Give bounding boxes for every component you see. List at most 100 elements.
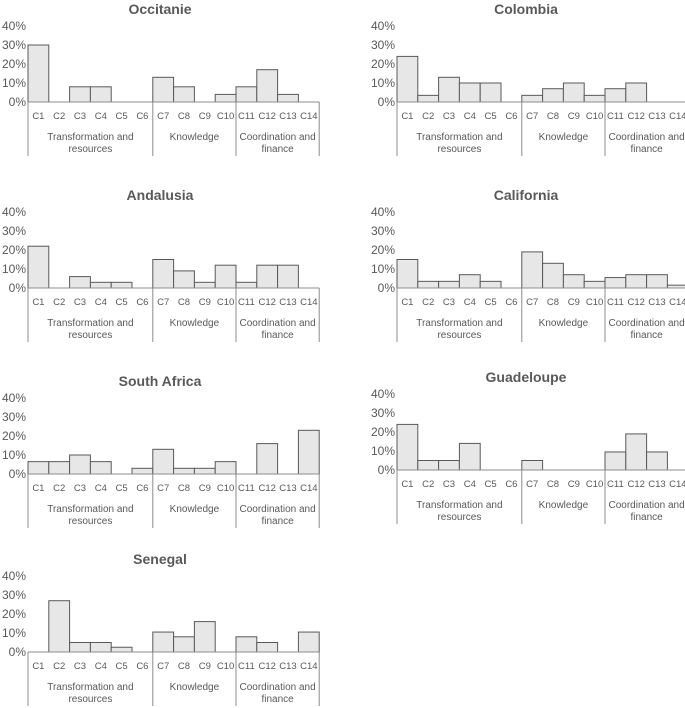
x-tick-label: C9 — [199, 661, 211, 672]
y-tick-label: 0% — [9, 281, 27, 295]
x-tick-label: C8 — [178, 483, 190, 494]
x-tick-label: C13 — [648, 111, 665, 122]
y-tick-label: 40% — [371, 205, 395, 219]
bar-c12 — [625, 433, 648, 471]
group-label: resources — [68, 516, 112, 527]
x-tick-label: C11 — [238, 111, 255, 122]
x-tick-label: C4 — [464, 297, 476, 308]
x-tick-label: C6 — [505, 297, 517, 308]
group-label: Transformation and — [47, 318, 133, 329]
x-tick-label: C13 — [279, 297, 296, 308]
bar-c5 — [479, 280, 502, 289]
chart-title: South Africa — [119, 373, 202, 389]
y-tick-label: 10% — [371, 76, 395, 90]
bar-c2 — [48, 600, 71, 653]
x-tick-label: C2 — [53, 483, 65, 494]
bar-c4 — [89, 86, 112, 103]
bar-c11 — [604, 451, 627, 471]
bar-c3 — [438, 460, 460, 471]
bar-c1 — [27, 44, 50, 103]
bar-c1 — [27, 245, 50, 289]
x-tick-label: C9 — [568, 111, 580, 122]
group-label: resources — [68, 330, 112, 341]
group-label: resources — [437, 330, 481, 341]
bar-c9 — [562, 274, 585, 289]
group-label: Coordination and — [609, 132, 685, 143]
bar-c7 — [152, 448, 175, 475]
bar-c7 — [521, 251, 544, 289]
chart-title: California — [494, 187, 559, 203]
group-label: Transformation and — [47, 682, 133, 693]
x-tick-label: C11 — [607, 479, 624, 490]
x-tick-label: C7 — [157, 111, 169, 122]
x-tick-label: C8 — [178, 297, 190, 308]
bar-c7 — [521, 460, 544, 471]
group-label: Knowledge — [539, 318, 589, 329]
y-tick-label: 30% — [371, 224, 395, 238]
x-tick-label: C1 — [401, 297, 413, 308]
group-label: finance — [630, 144, 663, 155]
x-tick-label: C5 — [485, 479, 497, 490]
bar-c4 — [89, 642, 112, 653]
x-tick-label: C3 — [443, 297, 455, 308]
y-tick-label: 20% — [2, 243, 26, 257]
x-tick-label: C14 — [669, 297, 685, 308]
x-tick-label: C1 — [32, 111, 44, 122]
y-tick-label: 30% — [2, 410, 26, 424]
bar-c12 — [256, 443, 279, 475]
x-tick-label: C9 — [199, 111, 211, 122]
bar-c13 — [646, 451, 668, 471]
bar-c3 — [69, 454, 91, 475]
group-label: Coordination and — [240, 318, 316, 329]
bar-c1 — [27, 461, 50, 475]
x-tick-label: C5 — [485, 297, 497, 308]
bar-c11 — [235, 636, 258, 653]
y-tick-label: 0% — [378, 281, 396, 295]
x-tick-label: C11 — [607, 111, 624, 122]
y-tick-label: 20% — [371, 425, 395, 439]
x-tick-label: C6 — [505, 479, 517, 490]
chart-panel-south-africa: South Africa 0% 10% 20% 30% 40% C1 C2 C3 C4 C5 C6 C7… — [2, 373, 320, 528]
group-label: finance — [261, 694, 294, 705]
bar-c4 — [458, 274, 481, 289]
y-tick-label: 30% — [371, 38, 395, 52]
x-tick-label: C3 — [443, 479, 455, 490]
bar-c8 — [542, 88, 564, 103]
x-tick-label: C4 — [95, 111, 107, 122]
x-tick-label: C14 — [300, 297, 317, 308]
x-tick-label: C4 — [95, 661, 107, 672]
y-tick-label: 30% — [2, 224, 26, 238]
x-tick-label: C12 — [258, 111, 275, 122]
x-tick-label: C3 — [443, 111, 455, 122]
x-tick-label: C7 — [157, 483, 169, 494]
x-tick-label: C11 — [238, 297, 255, 308]
y-tick-label: 20% — [371, 57, 395, 71]
x-tick-label: C9 — [568, 479, 580, 490]
x-tick-label: C4 — [464, 111, 476, 122]
x-tick-label: C5 — [485, 111, 497, 122]
x-tick-label: C6 — [136, 483, 148, 494]
bar-c8 — [173, 270, 195, 289]
bar-c7 — [152, 259, 175, 289]
x-tick-label: C2 — [53, 661, 65, 672]
bar-c12 — [256, 642, 279, 653]
x-tick-label: C9 — [568, 297, 580, 308]
x-tick-label: C7 — [526, 297, 538, 308]
x-tick-label: C12 — [627, 479, 644, 490]
y-tick-label: 40% — [371, 19, 395, 33]
bar-c11 — [604, 277, 627, 289]
x-tick-label: C3 — [74, 297, 86, 308]
x-tick-label: C11 — [238, 661, 255, 672]
bar-c14 — [297, 429, 320, 475]
bar-c13 — [277, 264, 299, 289]
bar-c3 — [69, 642, 91, 653]
bar-c3 — [438, 76, 460, 103]
bar-c9 — [562, 82, 585, 103]
x-tick-label: C1 — [32, 297, 44, 308]
group-label: finance — [261, 516, 294, 527]
bar-c9 — [193, 467, 216, 475]
y-tick-label: 10% — [2, 262, 26, 276]
y-tick-label: 30% — [371, 406, 395, 420]
group-label: resources — [437, 144, 481, 155]
